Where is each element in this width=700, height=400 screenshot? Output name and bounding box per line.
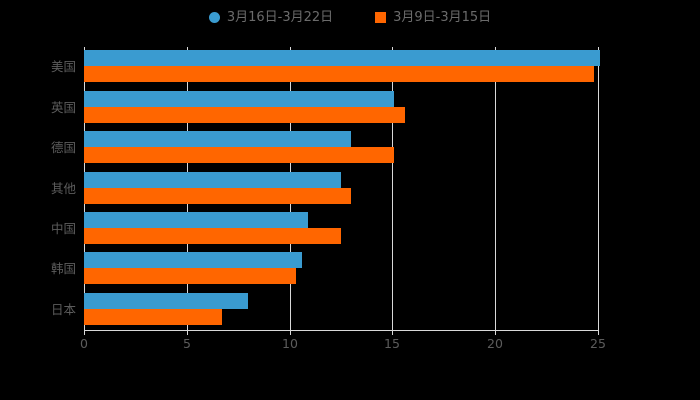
legend-label: 3月16日-3月22日 (226, 9, 334, 25)
x-tick-label: 25 (590, 336, 606, 351)
gridline-x (290, 47, 291, 330)
x-tick-label: 0 (80, 336, 88, 351)
x-tick-label: 10 (282, 336, 298, 351)
x-tick-label: 20 (487, 336, 503, 351)
y-category-label: 英国 (50, 100, 76, 115)
legend-marker-circle-icon (208, 11, 220, 23)
legend-entry[interactable]: 3月9日-3月15日 (375, 11, 491, 24)
x-axis-line (84, 330, 599, 331)
gridline-x (187, 47, 188, 330)
y-category-label: 美国 (50, 59, 76, 74)
legend-label: 3月9日-3月15日 (393, 9, 492, 25)
plot-area (84, 47, 599, 330)
y-category-label: 韩国 (50, 261, 76, 276)
x-tick-label: 15 (384, 336, 400, 351)
legend-entry[interactable]: 3月16日-3月22日 (208, 9, 334, 25)
y-category-label: 德国 (50, 140, 76, 155)
gridline-x (392, 47, 393, 330)
gridline-x (495, 47, 496, 330)
gridline-x (598, 47, 599, 330)
chart-legend: 3月16日-3月22日 3月9日-3月15日 (0, 4, 700, 30)
x-tick-label: 5 (183, 336, 191, 351)
gridline-x (84, 47, 85, 330)
legend-marker-square-icon (375, 11, 387, 23)
y-category-label: 中国 (50, 221, 76, 236)
y-category-label: 其他 (50, 181, 76, 196)
y-category-label: 日本 (50, 302, 76, 317)
